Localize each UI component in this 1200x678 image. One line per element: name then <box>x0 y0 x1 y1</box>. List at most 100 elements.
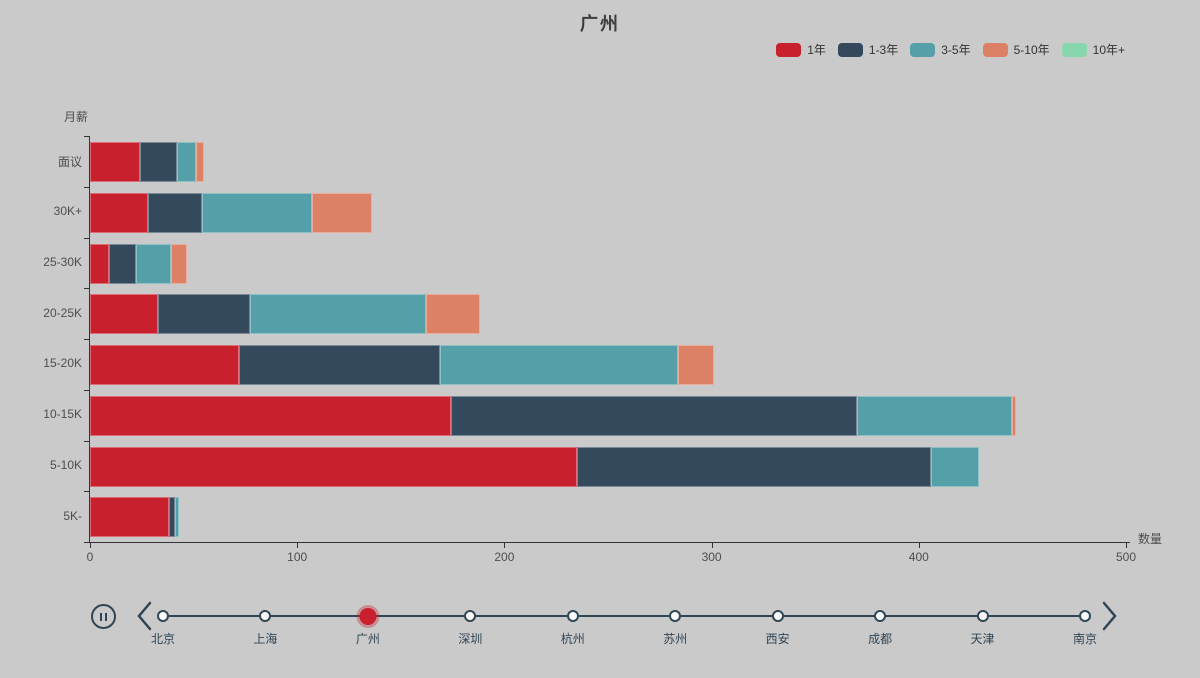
bar-segment[interactable] <box>139 142 177 182</box>
x-axis-line <box>89 542 1130 543</box>
timeline-label[interactable]: 苏州 <box>663 632 688 646</box>
timeline-node[interactable] <box>976 610 989 622</box>
y-axis-tick <box>84 136 89 137</box>
timeline-label[interactable]: 杭州 <box>560 632 585 646</box>
x-axis-tick <box>504 543 506 548</box>
legend-swatch <box>776 42 802 57</box>
x-axis-tick-label: 500 <box>1115 550 1137 564</box>
timeline-pause-button[interactable] <box>91 604 116 629</box>
x-axis-tick-label: 300 <box>701 550 722 564</box>
y-axis-tick <box>84 491 89 493</box>
timeline-prev-button[interactable] <box>134 600 158 632</box>
timeline-label[interactable]: 南京 <box>1072 632 1098 646</box>
legend-swatch <box>837 42 863 57</box>
y-axis-tick <box>84 339 89 340</box>
timeline-node-current[interactable] <box>359 608 377 625</box>
timeline-track[interactable] <box>163 615 1085 617</box>
legend-item[interactable]: 5-10年 <box>982 41 1050 58</box>
timeline-label[interactable]: 北京 <box>150 632 176 646</box>
timeline-label[interactable]: 天津 <box>970 632 995 646</box>
bar-segment[interactable] <box>239 345 441 385</box>
bar-segment[interactable] <box>174 497 180 538</box>
bar-segment[interactable] <box>148 192 202 233</box>
x-axis-name: 数量 <box>1138 532 1163 546</box>
y-axis-label: 20-25K <box>43 305 82 320</box>
x-axis-tick <box>918 543 920 548</box>
bar-segment[interactable] <box>249 294 426 335</box>
legend: 1年 1-3年 3-5年 5-10年 10年+ <box>776 41 1125 58</box>
y-axis-label: 15-20K <box>43 356 82 371</box>
y-axis-label: 5K- <box>63 508 82 523</box>
legend-label: 1-3年 <box>868 43 899 57</box>
timeline-node[interactable] <box>874 610 887 622</box>
bar-segment[interactable] <box>440 345 679 385</box>
bar-segment[interactable] <box>90 192 149 233</box>
bar-segment[interactable] <box>170 243 188 284</box>
y-axis-tick <box>84 237 89 239</box>
bar-segment[interactable] <box>201 192 312 233</box>
bar-row <box>90 142 204 182</box>
x-axis-tick <box>711 543 713 548</box>
bar-row <box>90 243 188 284</box>
bar-row <box>90 345 714 385</box>
x-axis-tick-label: 100 <box>287 550 308 564</box>
legend-item[interactable]: 10年+ <box>1061 41 1125 58</box>
bar-segment[interactable] <box>856 395 1013 436</box>
bar-segment[interactable] <box>135 243 171 284</box>
timeline-label[interactable]: 上海 <box>253 632 278 646</box>
timeline-label[interactable]: 西安 <box>765 632 790 646</box>
bar-segment[interactable] <box>90 446 577 487</box>
pause-icon <box>100 612 102 621</box>
bar-segment[interactable] <box>1012 395 1017 436</box>
y-axis-tick <box>84 186 89 188</box>
timeline-node[interactable] <box>771 610 784 622</box>
legend-label: 10年+ <box>1092 43 1125 57</box>
bar-segment[interactable] <box>108 243 136 284</box>
chevron-right-icon <box>1102 601 1117 631</box>
bar-segment[interactable] <box>311 192 372 233</box>
legend-item[interactable]: 1-3年 <box>837 41 899 58</box>
y-axis-label: 10-15K <box>43 407 82 422</box>
bar-segment[interactable] <box>678 345 714 385</box>
timeline-node[interactable] <box>669 610 682 622</box>
bar-segment[interactable] <box>195 142 204 182</box>
bar-segment[interactable] <box>931 446 979 487</box>
bar-segment[interactable] <box>425 294 480 335</box>
timeline-node[interactable] <box>464 610 477 622</box>
timeline-node[interactable] <box>1079 610 1091 622</box>
bar-segment[interactable] <box>168 497 175 538</box>
timeline-node[interactable] <box>157 610 169 622</box>
bar-segment[interactable] <box>90 142 140 182</box>
timeline-label[interactable]: 深圳 <box>458 632 483 646</box>
bar-row <box>90 294 480 335</box>
bar-segment[interactable] <box>177 142 196 182</box>
y-axis-tick <box>84 389 89 391</box>
bar-segment[interactable] <box>90 395 451 436</box>
y-axis-tick <box>84 542 89 543</box>
bar-segment[interactable] <box>90 345 240 385</box>
x-axis-tick-label: 400 <box>908 550 929 564</box>
bar-row <box>90 446 979 487</box>
timeline-label[interactable]: 广州 <box>355 632 380 646</box>
bar-segment[interactable] <box>450 395 857 436</box>
bar-row <box>90 497 180 538</box>
chart-title: 广州 <box>580 14 620 34</box>
x-axis-tick-label: 0 <box>86 550 94 564</box>
bar-segment[interactable] <box>90 497 169 538</box>
timeline-next-button[interactable] <box>1096 600 1120 632</box>
timeline-node[interactable] <box>259 610 272 622</box>
timeline-label[interactable]: 成都 <box>868 632 893 646</box>
bar-row <box>90 395 1017 436</box>
x-axis-tick <box>297 543 299 548</box>
bar-segment[interactable] <box>576 446 932 487</box>
timeline-node[interactable] <box>566 610 579 622</box>
bar-segment[interactable] <box>90 243 109 284</box>
legend-item[interactable]: 3-5年 <box>910 41 971 58</box>
legend-swatch <box>982 42 1008 57</box>
bar-segment[interactable] <box>90 294 159 335</box>
bar-segment[interactable] <box>158 294 250 335</box>
legend-item[interactable]: 1年 <box>776 41 826 58</box>
pause-icon <box>105 612 107 621</box>
y-axis-tick <box>84 440 89 442</box>
